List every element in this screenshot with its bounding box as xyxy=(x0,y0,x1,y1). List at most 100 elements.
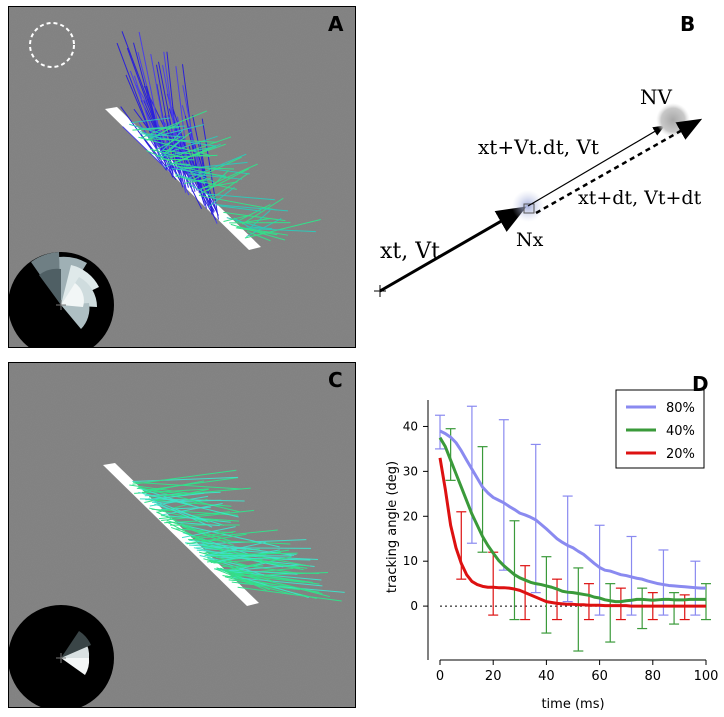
x-tick-label: 60 xyxy=(591,669,608,684)
motion-vector xyxy=(223,570,322,581)
motion-vector xyxy=(198,194,278,211)
motion-vector xyxy=(173,122,219,216)
motion-vector xyxy=(223,211,286,222)
motion-vector xyxy=(186,533,247,545)
motion-vector xyxy=(153,136,181,152)
motion-vector xyxy=(246,226,273,230)
panel-a-drawing xyxy=(8,7,355,358)
motion-vector xyxy=(220,563,273,582)
motion-vector xyxy=(167,515,231,523)
motion-vector xyxy=(213,558,263,564)
series-line-80% xyxy=(439,429,706,590)
prediction-arrow xyxy=(527,125,666,207)
y-axis-label: tracking angle (deg) xyxy=(385,461,400,593)
motion-vector xyxy=(177,521,220,527)
motion-vector xyxy=(220,205,262,212)
motion-vector xyxy=(175,175,237,190)
motion-vector xyxy=(122,126,167,170)
motion-vector xyxy=(149,148,188,160)
motion-vector xyxy=(179,166,235,170)
series-line-20% xyxy=(438,457,706,608)
motion-vector xyxy=(162,149,211,157)
label-state-pred: xt+Vt.dt, Vt xyxy=(478,135,599,159)
label-noise-v: NV xyxy=(640,85,673,109)
y-tick-label: 30 xyxy=(403,464,418,478)
motion-vector xyxy=(145,492,205,501)
motion-vector xyxy=(224,570,267,591)
legend-label-20: 20% xyxy=(666,447,695,462)
motion-vector xyxy=(244,218,321,239)
next-state-arrow-dashed xyxy=(535,118,703,215)
motion-vector xyxy=(191,531,236,538)
panel-label-c: C xyxy=(328,368,343,392)
motion-vectors-a xyxy=(116,31,321,242)
moving-bar xyxy=(105,107,261,250)
motion-vector xyxy=(178,161,248,170)
x-tick-label: 40 xyxy=(538,669,555,684)
motion-vector xyxy=(133,42,168,170)
motion-vector xyxy=(199,168,250,195)
legend: 80% 40% 20% xyxy=(615,389,705,469)
motion-vector xyxy=(181,526,236,539)
motion-vector xyxy=(216,557,311,561)
motion-vector xyxy=(163,51,181,175)
motion-vector xyxy=(148,124,204,139)
motion-vector xyxy=(158,511,230,520)
motion-vector xyxy=(169,136,232,159)
motion-vector xyxy=(143,493,239,518)
motion-vector xyxy=(242,227,316,233)
panel-label-a: A xyxy=(328,12,344,36)
motion-vector xyxy=(175,165,215,183)
motion-vector xyxy=(145,86,166,162)
motion-vector xyxy=(237,586,342,602)
legend-label-80: 80% xyxy=(666,401,695,416)
motion-vector xyxy=(132,469,237,485)
motion-vector xyxy=(148,498,209,523)
motion-vector xyxy=(129,123,169,137)
motion-vector xyxy=(138,31,165,156)
motion-vector xyxy=(207,193,275,201)
y-tick-label: 20 xyxy=(403,509,418,523)
motion-vector xyxy=(149,507,210,523)
motion-vector xyxy=(164,519,218,524)
motion-vector xyxy=(232,567,294,575)
velocity-histogram-c xyxy=(8,605,114,711)
motion-vector xyxy=(149,487,251,498)
motion-vector xyxy=(158,61,181,174)
motion-vector xyxy=(237,226,289,236)
motion-vector xyxy=(129,484,196,495)
motion-vector xyxy=(152,499,222,503)
motion-vector xyxy=(121,31,171,159)
motion-vector xyxy=(133,481,242,490)
motion-vector xyxy=(145,499,232,507)
motion-vector xyxy=(199,163,258,190)
motion-vector xyxy=(216,567,260,580)
motion-vector xyxy=(206,552,298,556)
motion-vector xyxy=(233,576,323,587)
x-tick-label: 80 xyxy=(645,669,662,684)
panel-label-b: B xyxy=(680,12,696,36)
motion-vector xyxy=(239,217,271,224)
panel-d-chart: 0 20 40 60 80 100 0 10 20 30 40 tracking angle (de… xyxy=(385,389,719,712)
legend-label-40: 40% xyxy=(666,424,695,439)
motion-vector xyxy=(202,181,238,189)
motion-vector xyxy=(132,476,239,483)
x-axis-label: time (ms) xyxy=(541,697,604,712)
motion-vector xyxy=(213,172,249,198)
y-tick-label: 10 xyxy=(403,554,418,568)
motion-vector xyxy=(207,541,266,556)
motion-vector xyxy=(142,477,239,492)
panel-c-stimulus xyxy=(8,362,356,711)
motion-vector xyxy=(215,204,289,212)
motion-vector xyxy=(246,230,271,242)
motion-vector xyxy=(138,486,240,513)
y-tick-label: 40 xyxy=(403,419,418,433)
panel-a-stimulus xyxy=(8,6,356,358)
x-tick-label: 100 xyxy=(694,669,719,684)
panel-c-drawing xyxy=(8,363,355,711)
velocity-histogram-a xyxy=(8,252,114,358)
motion-vector xyxy=(198,157,214,213)
motion-vector xyxy=(195,529,278,539)
motion-vector xyxy=(155,64,177,171)
x-tick-label: 20 xyxy=(485,669,502,684)
